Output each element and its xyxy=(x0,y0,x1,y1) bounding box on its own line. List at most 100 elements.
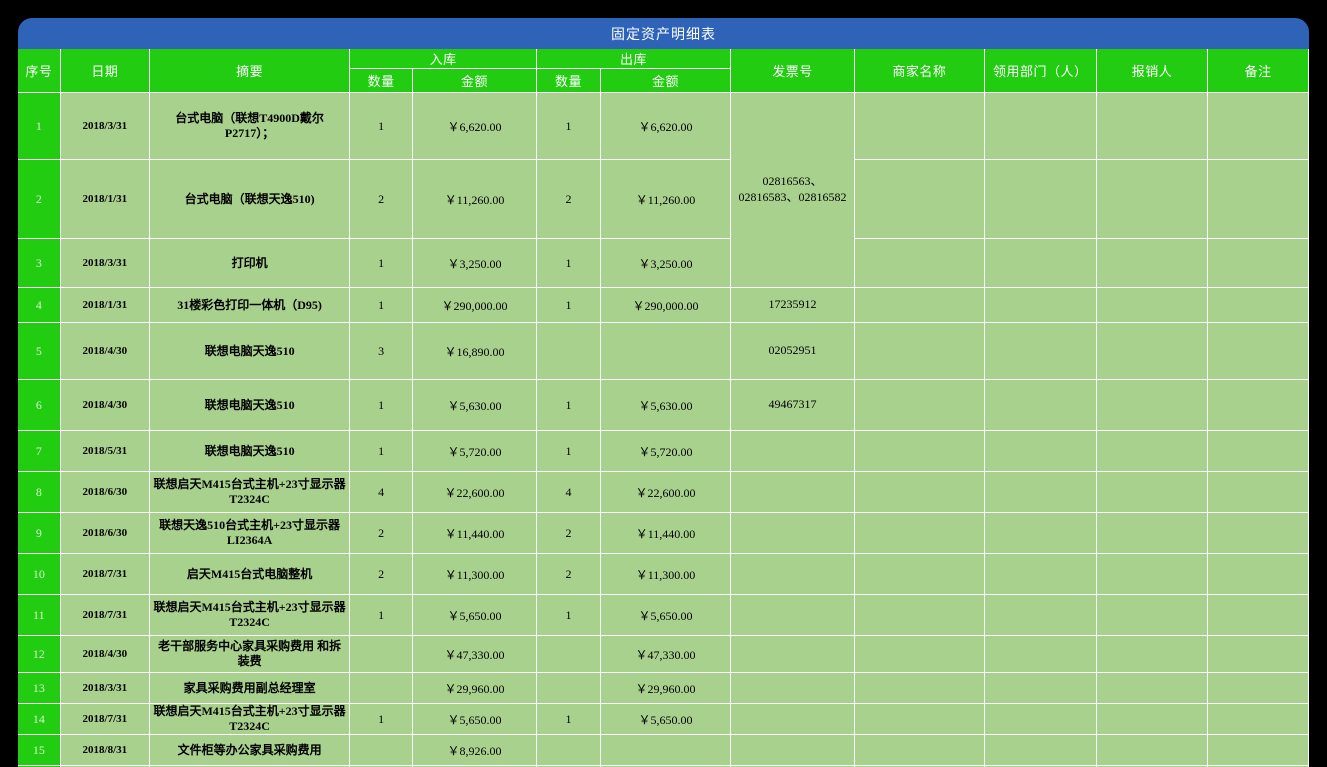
row-vendor-name-cell[interactable] xyxy=(854,160,985,239)
row-summary-cell[interactable]: 文件柜等办公家具采购费用 xyxy=(150,735,351,766)
row-outbound-qty-cell[interactable]: 1 xyxy=(537,93,601,160)
row-inbound-amount-cell[interactable]: ￥8,926.00 xyxy=(413,735,538,766)
col-header-invoice-no[interactable]: 发票号 xyxy=(731,49,855,93)
row-outbound-amount-cell[interactable]: ￥5,630.00 xyxy=(601,380,732,431)
row-date-cell[interactable]: 2018/3/31 xyxy=(60,673,151,704)
row-vendor-name-cell[interactable] xyxy=(854,636,985,673)
row-outbound-qty-cell[interactable]: 1 xyxy=(537,595,601,636)
row-index-cell[interactable]: 9 xyxy=(18,513,61,554)
row-reimburser-cell[interactable] xyxy=(1096,472,1209,513)
row-summary-cell[interactable]: 联想天逸510台式主机+23寸显示器 LI2364A xyxy=(150,513,351,554)
row-vendor-name-cell[interactable] xyxy=(854,239,985,288)
col-header-remarks[interactable]: 备注 xyxy=(1208,49,1309,93)
row-outbound-qty-cell[interactable]: 1 xyxy=(537,288,601,323)
row-vendor-name-cell[interactable] xyxy=(854,380,985,431)
row-inbound-qty-cell[interactable]: 1 xyxy=(350,239,414,288)
row-receiving-dept-cell[interactable] xyxy=(984,704,1097,735)
row-outbound-amount-cell[interactable]: ￥11,260.00 xyxy=(601,160,732,239)
row-summary-cell[interactable]: 启天M415台式电脑整机 xyxy=(150,554,351,595)
col-header-outbound[interactable]: 出库 xyxy=(537,49,732,69)
row-summary-cell[interactable]: 联想电脑天逸510 xyxy=(150,380,351,431)
row-summary-cell[interactable]: 联想电脑天逸510 xyxy=(150,431,351,472)
row-outbound-qty-cell[interactable]: 4 xyxy=(537,472,601,513)
row-inbound-qty-cell[interactable] xyxy=(350,735,414,766)
row-reimburser-cell[interactable] xyxy=(1096,323,1209,380)
col-header-outbound-amount[interactable]: 金额 xyxy=(601,69,732,93)
row-inbound-qty-cell[interactable]: 2 xyxy=(350,513,414,554)
row-index-cell[interactable]: 3 xyxy=(18,239,61,288)
row-invoice-no-cell[interactable] xyxy=(731,554,855,595)
table-row[interactable]: 10 2018/7/31 启天M415台式电脑整机 2 ￥11,300.00 2 ￥11,3… xyxy=(18,554,1309,595)
row-date-cell[interactable]: 2018/4/30 xyxy=(60,323,151,380)
row-receiving-dept-cell[interactable] xyxy=(984,239,1097,288)
row-outbound-qty-cell[interactable] xyxy=(537,673,601,704)
row-summary-cell[interactable]: 打印机 xyxy=(150,239,351,288)
row-inbound-qty-cell[interactable]: 4 xyxy=(350,472,414,513)
row-date-cell[interactable]: 2018/4/30 xyxy=(60,380,151,431)
row-remarks-cell[interactable] xyxy=(1208,673,1309,704)
row-remarks-cell[interactable] xyxy=(1208,239,1309,288)
row-reimburser-cell[interactable] xyxy=(1096,380,1209,431)
row-receiving-dept-cell[interactable] xyxy=(984,513,1097,554)
row-vendor-name-cell[interactable] xyxy=(854,513,985,554)
col-header-reimburser[interactable]: 报销人 xyxy=(1096,49,1209,93)
row-summary-cell[interactable]: 联想启天M415台式主机+23寸显示器 T2324C xyxy=(150,595,351,636)
row-index-cell[interactable]: 10 xyxy=(18,554,61,595)
row-date-cell[interactable]: 2018/1/31 xyxy=(60,160,151,239)
row-summary-cell[interactable]: 联想启天M415台式主机+23寸显示器 T2324C xyxy=(150,704,351,735)
row-receiving-dept-cell[interactable] xyxy=(984,431,1097,472)
row-inbound-qty-cell[interactable]: 2 xyxy=(350,160,414,239)
row-index-cell[interactable]: 1 xyxy=(18,93,61,160)
row-remarks-cell[interactable] xyxy=(1208,554,1309,595)
row-receiving-dept-cell[interactable] xyxy=(984,380,1097,431)
row-remarks-cell[interactable] xyxy=(1208,472,1309,513)
row-remarks-cell[interactable] xyxy=(1208,704,1309,735)
row-receiving-dept-cell[interactable] xyxy=(984,636,1097,673)
row-date-cell[interactable]: 2018/6/30 xyxy=(60,472,151,513)
row-outbound-qty-cell[interactable] xyxy=(537,323,601,380)
row-inbound-amount-cell[interactable]: ￥5,650.00 xyxy=(413,595,538,636)
row-summary-cell[interactable]: 台式电脑（联想T4900D戴尔 P2717）； xyxy=(150,93,351,160)
row-outbound-amount-cell[interactable]: ￥29,960.00 xyxy=(601,673,732,704)
row-outbound-qty-cell[interactable]: 1 xyxy=(537,380,601,431)
row-outbound-amount-cell[interactable] xyxy=(601,323,732,380)
table-row[interactable]: 6 2018/4/30 联想电脑天逸510 1 ￥5,630.00 1 ￥5,630.00 4… xyxy=(18,380,1309,431)
row-outbound-amount-cell[interactable]: ￥11,300.00 xyxy=(601,554,732,595)
row-remarks-cell[interactable] xyxy=(1208,288,1309,323)
row-outbound-amount-cell[interactable]: ￥22,600.00 xyxy=(601,472,732,513)
row-outbound-amount-cell[interactable]: ￥290,000.00 xyxy=(601,288,732,323)
row-summary-cell[interactable]: 家具采购费用副总经理室 xyxy=(150,673,351,704)
row-reimburser-cell[interactable] xyxy=(1096,513,1209,554)
row-remarks-cell[interactable] xyxy=(1208,636,1309,673)
row-remarks-cell[interactable] xyxy=(1208,513,1309,554)
row-remarks-cell[interactable] xyxy=(1208,735,1309,766)
row-summary-cell[interactable]: 台式电脑（联想天逸510) xyxy=(150,160,351,239)
table-row[interactable]: 11 2018/7/31 联想启天M415台式主机+23寸显示器 T2324C 1 ￥5,… xyxy=(18,595,1309,636)
row-summary-cell[interactable]: 31楼彩色打印一体机（D95) xyxy=(150,288,351,323)
table-row[interactable]: 2 2018/1/31 台式电脑（联想天逸510) 2 ￥11,260.00 2 ￥11,2… xyxy=(18,160,1309,239)
row-outbound-qty-cell[interactable] xyxy=(537,735,601,766)
row-invoice-no-cell[interactable] xyxy=(731,636,855,673)
col-header-outbound-qty[interactable]: 数量 xyxy=(537,69,601,93)
row-receiving-dept-cell[interactable] xyxy=(984,595,1097,636)
col-header-inbound-amount[interactable]: 金额 xyxy=(413,69,538,93)
row-inbound-amount-cell[interactable]: ￥22,600.00 xyxy=(413,472,538,513)
row-date-cell[interactable]: 2018/4/30 xyxy=(60,636,151,673)
row-reimburser-cell[interactable] xyxy=(1096,595,1209,636)
row-outbound-qty-cell[interactable]: 1 xyxy=(537,239,601,288)
row-inbound-qty-cell[interactable]: 1 xyxy=(350,380,414,431)
row-index-cell[interactable]: 7 xyxy=(18,431,61,472)
table-row[interactable]: 12 2018/4/30 老干部服务中心家具采购费用 和拆 装费 ￥47,330.00 ￥… xyxy=(18,636,1309,673)
row-date-cell[interactable]: 2018/3/31 xyxy=(60,239,151,288)
row-receiving-dept-cell[interactable] xyxy=(984,323,1097,380)
row-remarks-cell[interactable] xyxy=(1208,380,1309,431)
row-reimburser-cell[interactable] xyxy=(1096,93,1209,160)
row-reimburser-cell[interactable] xyxy=(1096,704,1209,735)
row-vendor-name-cell[interactable] xyxy=(854,431,985,472)
row-reimburser-cell[interactable] xyxy=(1096,554,1209,595)
row-index-cell[interactable]: 8 xyxy=(18,472,61,513)
row-date-cell[interactable]: 2018/1/31 xyxy=(60,288,151,323)
row-date-cell[interactable]: 2018/8/31 xyxy=(60,735,151,766)
row-inbound-amount-cell[interactable]: ￥47,330.00 xyxy=(413,636,538,673)
row-reimburser-cell[interactable] xyxy=(1096,735,1209,766)
